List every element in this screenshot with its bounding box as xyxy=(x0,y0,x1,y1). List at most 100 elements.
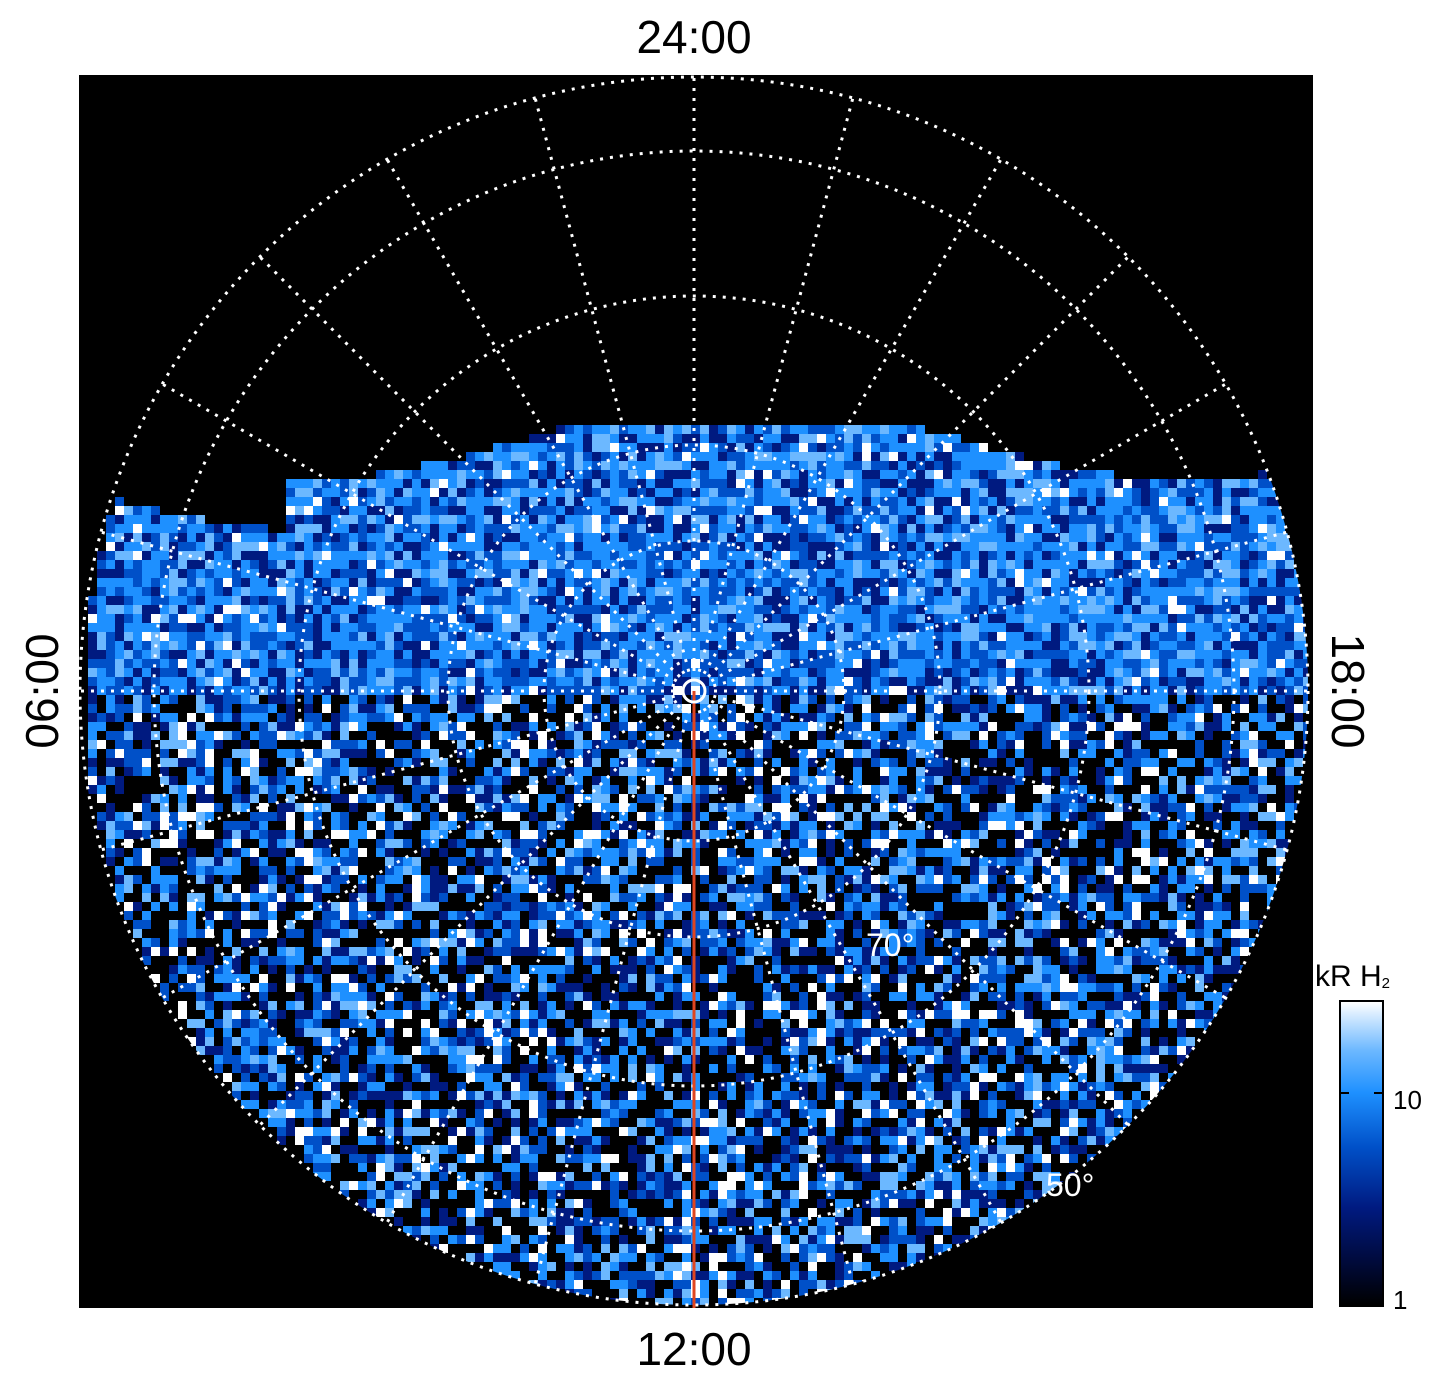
emission-pixel xyxy=(799,560,808,569)
emission-pixel xyxy=(781,776,790,785)
emission-pixel xyxy=(997,731,1006,740)
emission-pixel xyxy=(250,560,259,569)
emission-pixel xyxy=(682,704,691,713)
emission-pixel xyxy=(403,560,412,569)
emission-pixel xyxy=(952,515,961,524)
emission-pixel xyxy=(1069,587,1078,596)
emission-pixel xyxy=(178,695,187,704)
emission-pixel xyxy=(835,641,844,650)
emission-pixel xyxy=(205,542,214,551)
emission-pixel xyxy=(934,740,943,749)
emission-pixel xyxy=(979,758,988,767)
emission-pixel xyxy=(1222,623,1231,632)
emission-pixel xyxy=(1024,713,1033,722)
emission-pixel xyxy=(1060,695,1069,704)
emission-pixel xyxy=(151,713,160,722)
emission-pixel xyxy=(1015,767,1024,776)
emission-pixel xyxy=(835,452,844,461)
emission-pixel xyxy=(1258,776,1267,785)
emission-pixel xyxy=(97,713,106,722)
emission-pixel xyxy=(637,704,646,713)
emission-pixel xyxy=(340,686,349,695)
emission-pixel xyxy=(232,695,241,704)
emission-pixel xyxy=(178,794,187,803)
emission-pixel xyxy=(988,713,997,722)
emission-pixel xyxy=(1240,479,1249,488)
emission-pixel xyxy=(214,713,223,722)
emission-pixel xyxy=(1258,632,1267,641)
emission-pixel xyxy=(115,524,124,533)
emission-pixel xyxy=(754,605,763,614)
emission-pixel xyxy=(844,659,853,668)
emission-pixel xyxy=(169,749,178,758)
emission-pixel xyxy=(340,623,349,632)
emission-pixel xyxy=(898,767,907,776)
emission-pixel xyxy=(943,515,952,524)
emission-pixel xyxy=(1060,767,1069,776)
emission-pixel xyxy=(331,623,340,632)
emission-pixel xyxy=(1051,488,1060,497)
emission-pixel xyxy=(835,551,844,560)
emission-pixel xyxy=(538,632,547,641)
emission-pixel xyxy=(286,776,295,785)
emission-pixel xyxy=(1177,515,1186,524)
emission-pixel xyxy=(277,695,286,704)
emission-pixel xyxy=(925,434,934,443)
emission-pixel xyxy=(169,722,178,731)
emission-pixel xyxy=(502,578,511,587)
emission-pixel xyxy=(709,605,718,614)
emission-pixel xyxy=(169,596,178,605)
emission-pixel xyxy=(853,515,862,524)
emission-pixel xyxy=(862,668,871,677)
emission-pixel xyxy=(583,515,592,524)
emission-pixel xyxy=(772,524,781,533)
emission-pixel xyxy=(484,506,493,515)
emission-pixel xyxy=(1222,740,1231,749)
emission-pixel xyxy=(961,704,970,713)
emission-pixel xyxy=(115,713,124,722)
emission-pixel xyxy=(115,758,124,767)
emission-pixel xyxy=(574,722,583,731)
emission-pixel xyxy=(664,524,673,533)
emission-pixel xyxy=(547,758,556,767)
emission-pixel xyxy=(547,551,556,560)
emission-pixel xyxy=(844,614,853,623)
emission-pixel xyxy=(556,695,565,704)
emission-pixel xyxy=(178,722,187,731)
emission-pixel xyxy=(448,758,457,767)
emission-pixel xyxy=(1096,587,1105,596)
emission-pixel xyxy=(241,668,250,677)
emission-pixel xyxy=(1096,749,1105,758)
emission-pixel xyxy=(1123,650,1132,659)
emission-pixel xyxy=(601,740,610,749)
emission-pixel xyxy=(376,704,385,713)
emission-pixel xyxy=(772,704,781,713)
emission-pixel xyxy=(106,623,115,632)
emission-pixel xyxy=(997,767,1006,776)
emission-pixel xyxy=(1204,551,1213,560)
emission-pixel xyxy=(601,695,610,704)
emission-pixel xyxy=(547,713,556,722)
emission-pixel xyxy=(1267,677,1276,686)
emission-pixel xyxy=(862,704,871,713)
emission-pixel xyxy=(997,704,1006,713)
emission-pixel xyxy=(259,722,268,731)
emission-pixel xyxy=(1033,461,1042,470)
emission-pixel xyxy=(403,488,412,497)
emission-pixel xyxy=(646,596,655,605)
emission-pixel xyxy=(979,767,988,776)
emission-pixel xyxy=(718,785,727,794)
emission-pixel xyxy=(583,632,592,641)
emission-pixel xyxy=(763,722,772,731)
emission-pixel xyxy=(358,740,367,749)
emission-pixel xyxy=(574,704,583,713)
emission-pixel xyxy=(817,677,826,686)
emission-pixel xyxy=(565,785,574,794)
emission-pixel xyxy=(466,785,475,794)
emission-pixel xyxy=(268,731,277,740)
emission-pixel xyxy=(475,740,484,749)
emission-pixel xyxy=(565,704,574,713)
emission-pixel xyxy=(160,560,169,569)
emission-pixel xyxy=(295,776,304,785)
emission-pixel xyxy=(673,749,682,758)
